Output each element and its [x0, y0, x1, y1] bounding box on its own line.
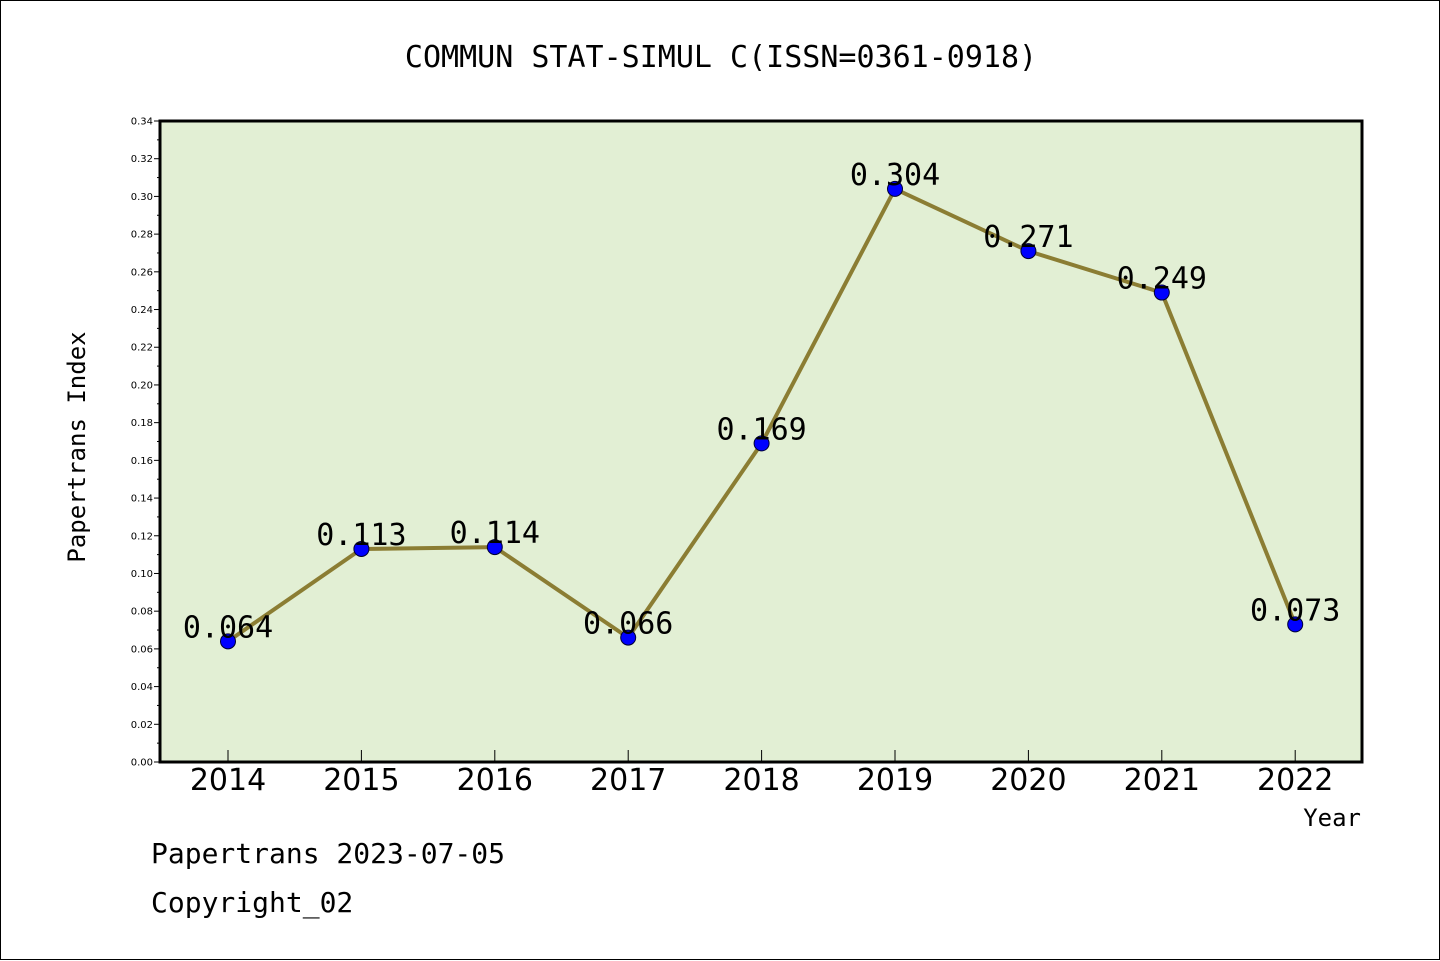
- footer-date: Papertrans 2023-07-05: [151, 837, 506, 870]
- y-tick-label: 0.26: [131, 267, 153, 278]
- y-tick-label: 0.12: [131, 531, 153, 542]
- data-point: [887, 180, 903, 197]
- y-tick-label: 0.06: [131, 644, 153, 655]
- y-tick-label: 0.22: [131, 343, 153, 354]
- data-point: [220, 633, 236, 650]
- y-tick-label: 0.02: [131, 720, 153, 731]
- y-tick-label: 0.10: [131, 569, 153, 580]
- x-tick-label: 2020: [990, 763, 1066, 798]
- data-label: 0.271: [983, 220, 1073, 255]
- data-point: [353, 540, 370, 557]
- y-tick-label: 0.24: [131, 305, 153, 316]
- data-label: 0.113: [316, 518, 406, 553]
- data-point: [1020, 243, 1037, 260]
- y-tick-label: 0.16: [131, 456, 153, 467]
- x-tick-label: 2015: [323, 763, 399, 798]
- x-tick-label: 2021: [1124, 763, 1200, 798]
- y-tick-label: 0.20: [131, 380, 153, 391]
- data-label: 0.304: [850, 158, 940, 193]
- data-label: 0.073: [1250, 593, 1340, 628]
- x-tick-label: 2019: [857, 763, 933, 798]
- x-tick-label: 2016: [457, 763, 533, 798]
- data-point: [1153, 284, 1170, 301]
- x-tick-label: 2022: [1257, 763, 1333, 798]
- data-series: 0.064 0.113 0.114 0.066 0.169 0.304 0.271 0.249…: [183, 158, 1340, 650]
- y-tick-label: 0.34: [131, 117, 153, 128]
- footer-copyright: Copyright_02: [151, 886, 354, 919]
- y-tick-label: 0.32: [131, 154, 153, 165]
- y-tick-label: 0.00: [131, 758, 153, 769]
- y-tick-label: 0.28: [131, 230, 153, 241]
- x-axis: 2014 2015 2016 2017 2018 2019 2020 2021 2022: [190, 750, 1333, 798]
- data-label: 0.064: [183, 610, 273, 645]
- chart-title: COMMUN STAT-SIMUL C(ISSN=0361-0918): [405, 40, 1037, 75]
- x-tick-label: 2017: [590, 763, 666, 798]
- y-tick-label: 0.30: [131, 192, 153, 203]
- data-label: 0.114: [450, 516, 540, 551]
- data-label: 0.066: [583, 607, 673, 642]
- data-point: [620, 629, 637, 646]
- y-tick-label: 0.18: [131, 418, 153, 429]
- y-axis-title: Papertrans Index: [63, 331, 91, 562]
- data-point: [1287, 616, 1304, 633]
- data-label: 0.169: [716, 412, 806, 447]
- y-axis: 0.00 0.02 0.04 0.06 0.08 0.10 0.12 0.14 0.16 0.18…: [131, 117, 160, 769]
- y-tick-label: 0.14: [131, 494, 153, 505]
- data-point: [486, 539, 503, 556]
- x-tick-label: 2014: [190, 763, 266, 798]
- y-tick-label: 0.08: [131, 607, 153, 618]
- data-label: 0.249: [1117, 262, 1207, 297]
- x-axis-title: Year: [1303, 804, 1361, 832]
- y-tick-label: 0.04: [131, 682, 153, 693]
- data-point: [753, 435, 770, 452]
- x-tick-label: 2018: [723, 763, 799, 798]
